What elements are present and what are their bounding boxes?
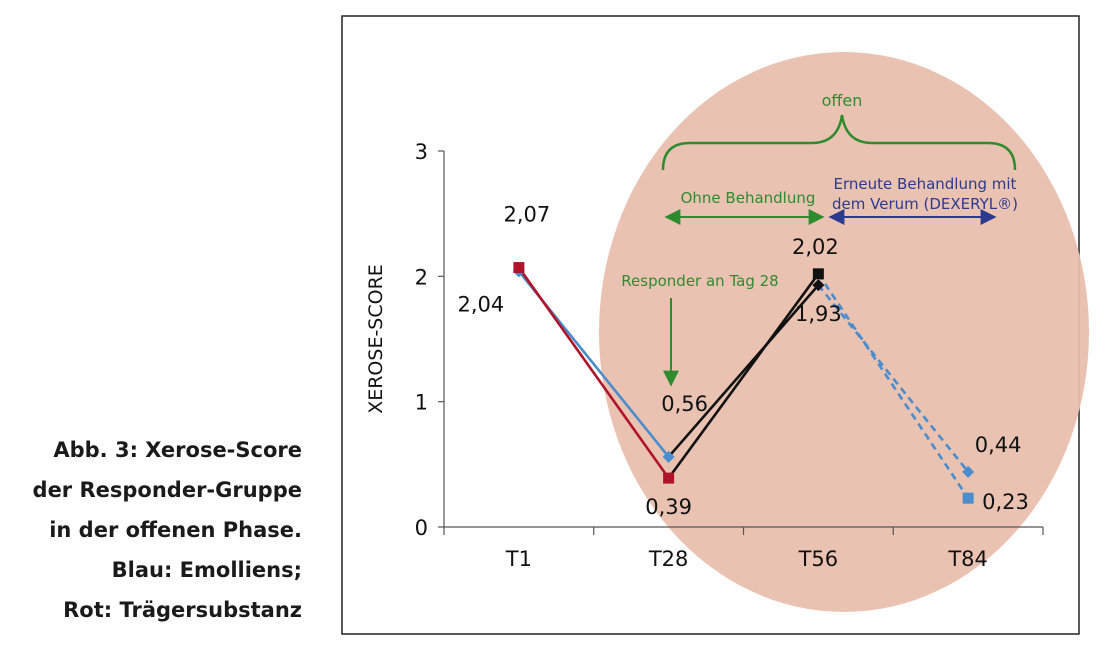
caption-line: Blau: Emolliens; (111, 558, 302, 582)
figure-caption: Abb. 3: Xerose-Score der Responder-Grupp… (0, 430, 302, 630)
data-label: 2,02 (792, 235, 839, 259)
series-line-segment (517, 266, 670, 479)
series-point (663, 472, 675, 484)
data-label: 2,04 (457, 292, 504, 316)
series-line-segment (817, 284, 970, 473)
annotation-erneute-line2: dem Verum (DEXERYL®) (832, 195, 1018, 213)
offen-brace (661, 114, 1017, 171)
plot-area (512, 262, 975, 504)
data-label: 0,56 (661, 392, 708, 416)
caption-line: Abb. 3: Xerose-Score (53, 438, 302, 462)
caption-line: der Responder-Gruppe (32, 478, 302, 502)
annotation-ohne-behandlung: Ohne Behandlung (681, 189, 816, 207)
data-label: 0,44 (975, 433, 1022, 457)
axes: 0 1 2 3 T1 T28 T56 T84 XEROSE-SCORE (365, 140, 1044, 571)
open-phase-ellipse (599, 52, 1089, 612)
annotations: offen Ohne Behandlung Erneute Behandlung… (621, 91, 1018, 387)
data-labels: 2,07 2,04 0,56 0,39 2,02 1,93 0,44 0,23 (457, 203, 1028, 520)
data-label: 2,07 (503, 203, 550, 227)
data-label: 0,23 (982, 490, 1029, 514)
black-series-segment (667, 284, 820, 458)
caption-line: Rot: Trägersubstanz (63, 598, 302, 622)
y-tick-label: 2 (415, 265, 428, 289)
x-tick-label: T1 (505, 547, 532, 571)
series-point-special (962, 492, 974, 504)
data-label: 1,93 (795, 302, 842, 326)
y-tick-label: 0 (415, 516, 428, 540)
annotation-responder: Responder an Tag 28 (621, 272, 778, 290)
caption-line: in der offenen Phase. (49, 518, 302, 542)
series-point-special (812, 268, 824, 280)
series-point (513, 262, 525, 274)
data-label: 0,39 (645, 495, 692, 519)
series-point (662, 450, 675, 463)
series-point (962, 465, 975, 478)
x-tick-label: T28 (648, 547, 689, 571)
y-tick-label: 3 (415, 140, 428, 164)
series-point-special (812, 279, 825, 292)
annotation-erneute-line1: Erneute Behandlung mit (834, 175, 1017, 193)
x-tick-label: T56 (798, 547, 839, 571)
series-line-segment (817, 273, 970, 499)
y-axis-label: XEROSE-SCORE (365, 264, 387, 414)
y-tick-label: 1 (415, 391, 428, 415)
annotation-offen: offen (822, 91, 863, 110)
x-tick-label: T84 (947, 547, 988, 571)
black-series-segment (667, 273, 820, 479)
